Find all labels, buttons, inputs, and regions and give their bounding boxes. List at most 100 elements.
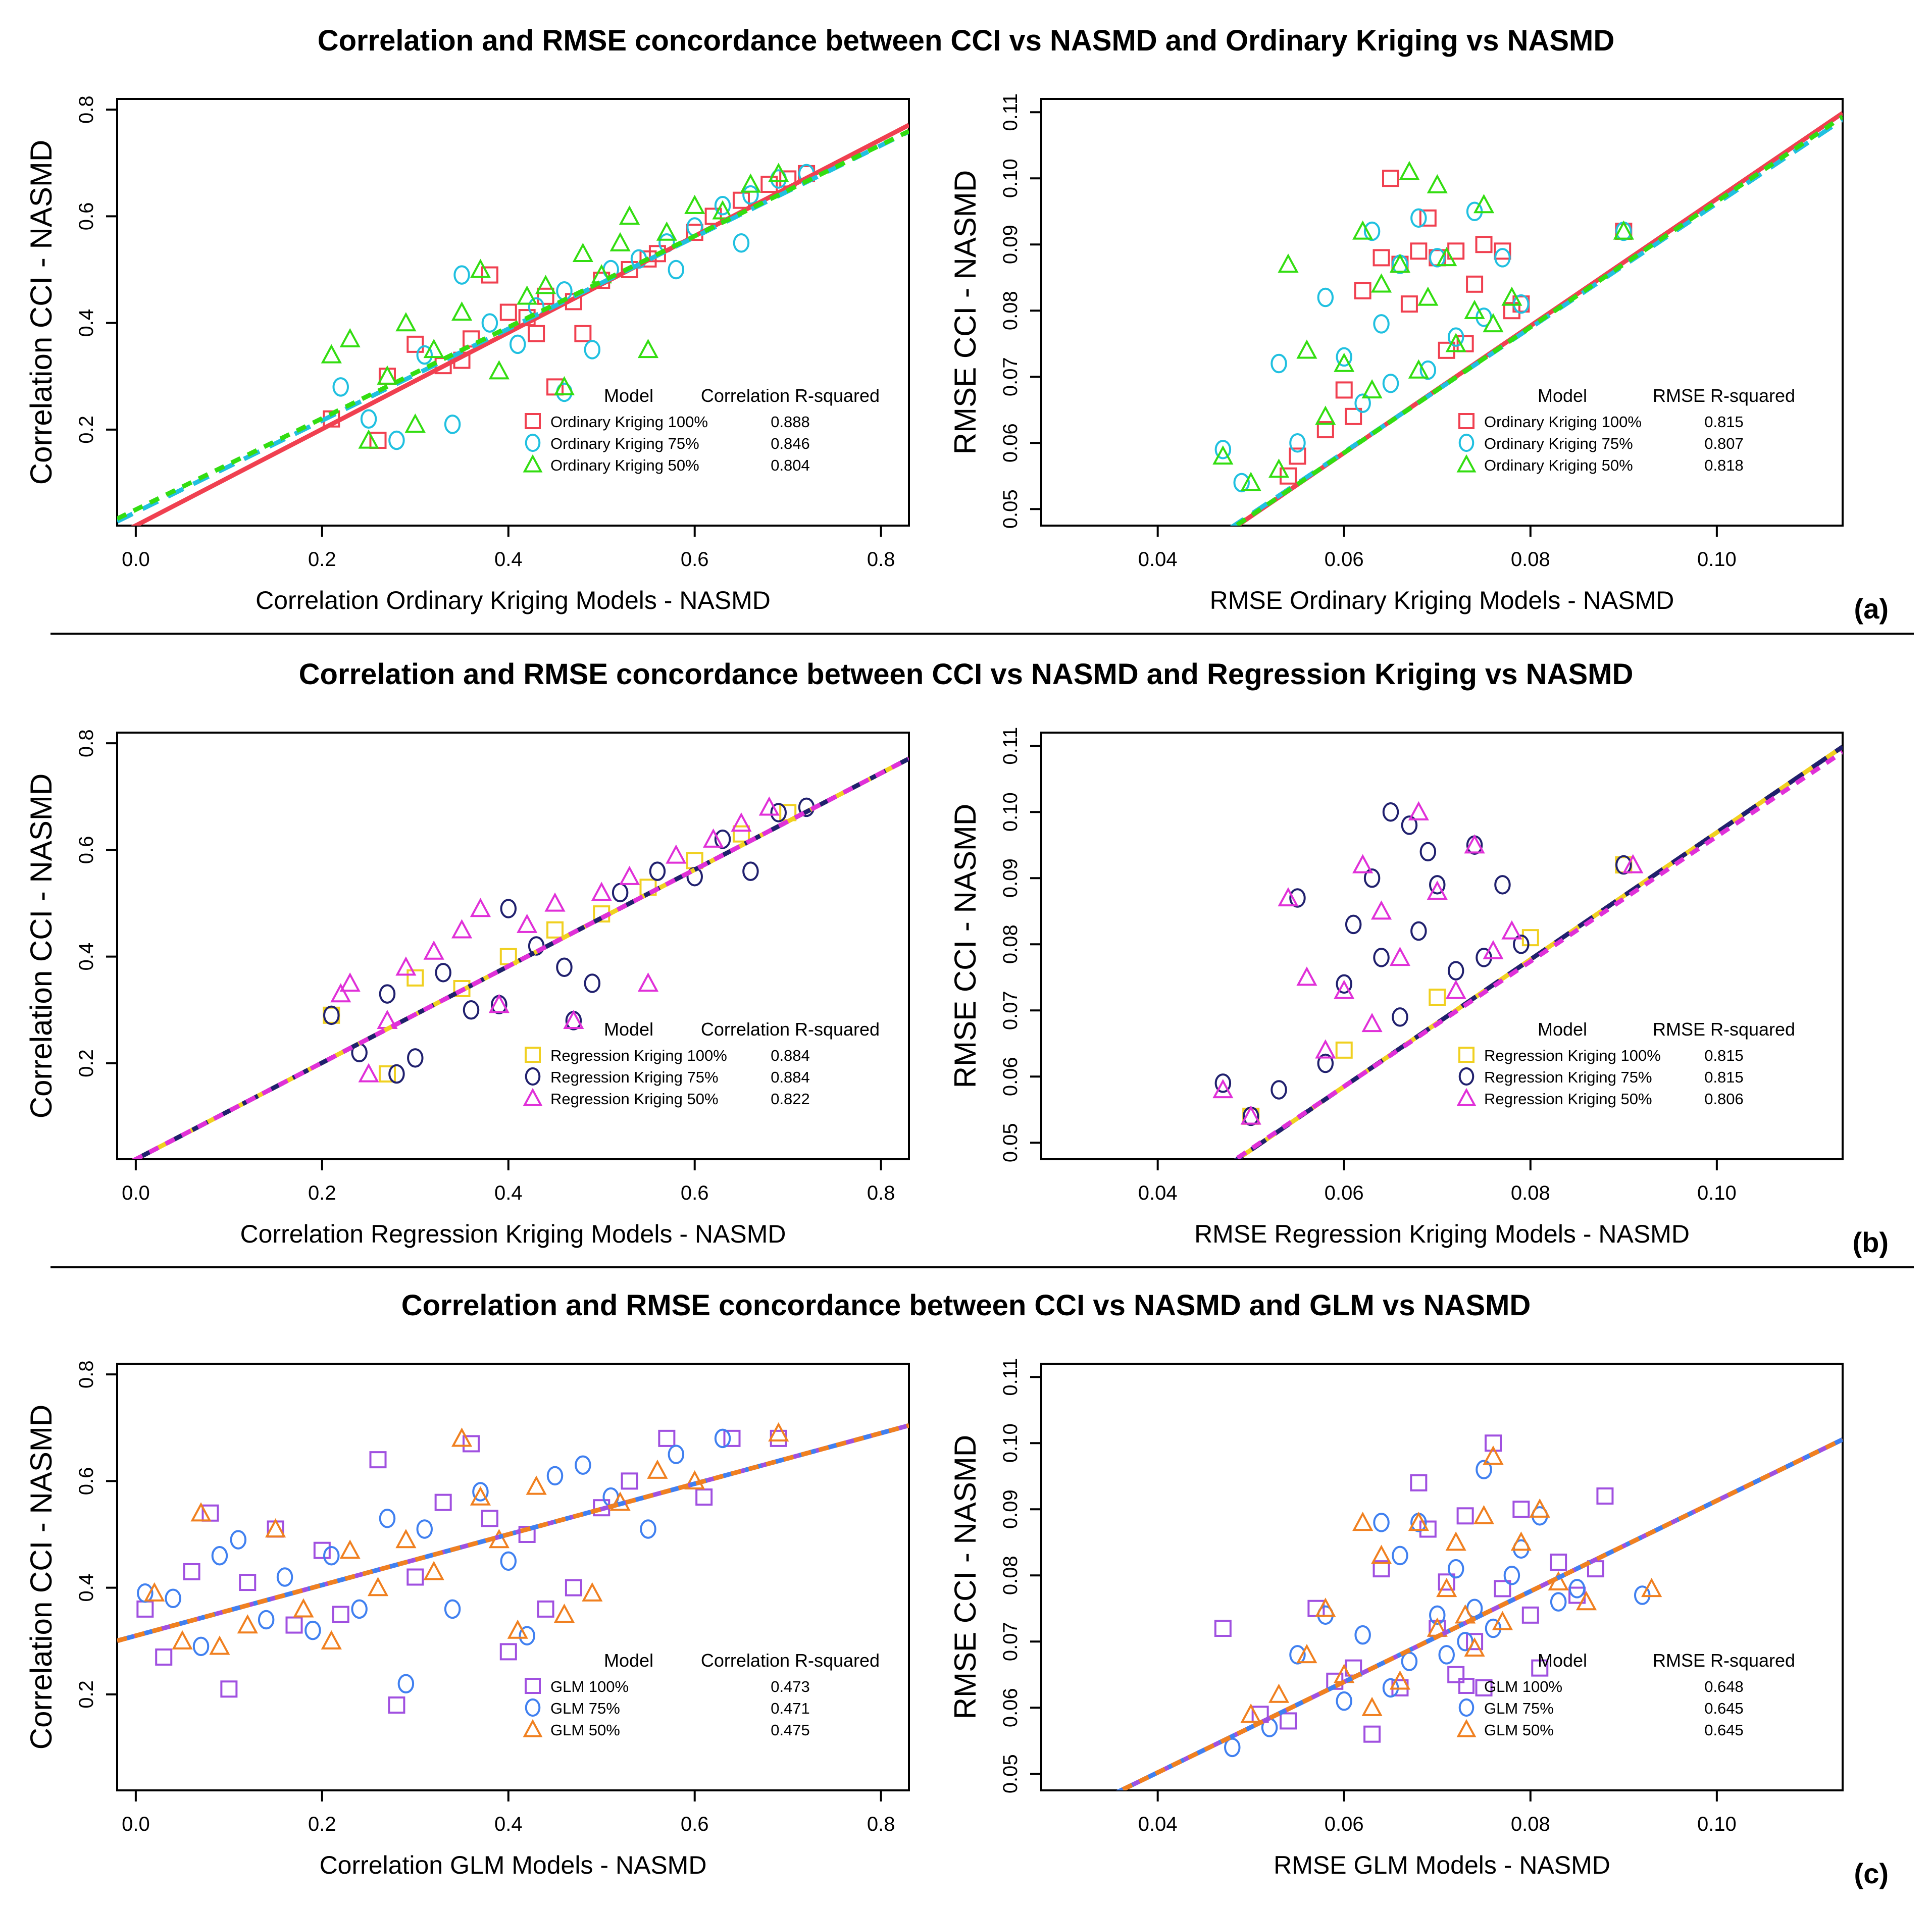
- legend-marker: [525, 1067, 541, 1086]
- data-point: [323, 1546, 340, 1566]
- data-point: [637, 338, 659, 358]
- data-point: [500, 899, 517, 918]
- data-point: [1354, 282, 1371, 299]
- data-point: [1214, 440, 1232, 459]
- fit-line: [131, 756, 909, 1159]
- data-point: [1550, 1592, 1567, 1612]
- y-tick-label: 0.2: [75, 1049, 97, 1077]
- legend-marker: [1458, 1698, 1475, 1717]
- data-point: [584, 340, 601, 359]
- data-point: [339, 1539, 361, 1559]
- legend-marker: [1456, 1719, 1477, 1737]
- x-axis-label: Correlation Regression Kriging Models - …: [240, 1220, 786, 1248]
- data-point: [609, 232, 631, 251]
- legend-title: Model: [1538, 1019, 1587, 1040]
- data-point: [1513, 934, 1530, 954]
- data-point: [1575, 1591, 1597, 1611]
- data-point: [1550, 1554, 1567, 1571]
- data-point: [1389, 1670, 1411, 1690]
- data-point: [1214, 1073, 1232, 1093]
- data-point: [488, 994, 510, 1013]
- data-point: [472, 1482, 489, 1502]
- legend-series-name: Ordinary Kriging 75%: [1484, 435, 1633, 452]
- data-point: [537, 1600, 554, 1618]
- data-point: [136, 1600, 154, 1618]
- x-tick-label: 0.6: [681, 1182, 709, 1204]
- data-point: [770, 803, 787, 822]
- data-point: [526, 1475, 547, 1495]
- legend-series-name: Regression Kriging 50%: [1484, 1090, 1652, 1108]
- data-point: [1466, 275, 1484, 293]
- data-point: [423, 940, 444, 960]
- data-point: [714, 1428, 731, 1449]
- legend-r-squared: 0.473: [771, 1678, 810, 1695]
- data-point: [1240, 472, 1261, 491]
- points-layer: [1212, 161, 1634, 493]
- legend-stat-header: Correlation R-squared: [701, 385, 880, 406]
- data-point: [574, 325, 592, 342]
- data-point: [1436, 246, 1457, 267]
- data-point: [647, 1459, 668, 1479]
- y-tick-label: 0.06: [999, 1688, 1022, 1727]
- data-point: [388, 1064, 405, 1084]
- data-point: [1289, 1645, 1306, 1665]
- legend-marker: [525, 1698, 541, 1717]
- data-point: [544, 892, 566, 912]
- data-point: [1445, 1531, 1466, 1551]
- data-point: [406, 1568, 424, 1586]
- data-point: [703, 828, 724, 848]
- legend-r-squared: 0.822: [771, 1090, 810, 1108]
- data-point: [1316, 421, 1334, 439]
- legend-title: Model: [1538, 1650, 1587, 1671]
- correlation-plot: 0.0 0.2 0.4 0.6 0.8 0.2 0.4 0.6 0.8 Correlation G…: [24, 1360, 910, 1879]
- y-tick-label: 0.06: [999, 423, 1022, 462]
- data-point: [276, 1567, 293, 1587]
- legend-r-squared: 0.471: [771, 1699, 810, 1717]
- data-point: [481, 313, 498, 333]
- data-point: [556, 281, 573, 301]
- x-tick-label: 0.2: [308, 1182, 336, 1204]
- legend-series-name: Regression Kriging 75%: [550, 1068, 719, 1086]
- data-point: [1372, 249, 1390, 267]
- x-tick-label: 0.2: [308, 548, 336, 571]
- y-axis-label: Correlation CCI - NASMD: [24, 1405, 58, 1749]
- data-point: [1289, 888, 1306, 908]
- data-point: [1447, 961, 1464, 981]
- data-point: [358, 1063, 379, 1083]
- legend-marker: [1458, 1047, 1475, 1063]
- correlation-plot: 0.0 0.2 0.4 0.6 0.8 0.2 0.4 0.6 0.8 Correlation O…: [24, 95, 910, 614]
- data-point: [565, 1579, 582, 1596]
- data-point: [1622, 854, 1644, 873]
- data-point: [1401, 1652, 1418, 1671]
- x-tick-label: 0.04: [1138, 548, 1178, 571]
- panel-tag: (b): [1852, 1226, 1889, 1258]
- data-point: [1370, 1544, 1392, 1564]
- data-point: [535, 275, 556, 294]
- data-point: [517, 913, 538, 933]
- data-point: [230, 1530, 247, 1550]
- data-point: [1373, 314, 1390, 334]
- y-tick-label: 0.11: [999, 727, 1022, 765]
- legend-r-squared: 0.846: [771, 435, 810, 452]
- data-point: [1429, 248, 1446, 268]
- data-point: [1429, 989, 1446, 1006]
- data-point: [258, 1610, 275, 1630]
- data-point: [1410, 921, 1427, 941]
- data-point: [1268, 1683, 1290, 1703]
- y-tick-label: 0.10: [999, 159, 1022, 198]
- legend-r-squared: 0.806: [1704, 1090, 1744, 1108]
- data-point: [1354, 1625, 1371, 1645]
- data-point: [1464, 299, 1485, 319]
- data-point: [695, 1488, 713, 1506]
- legend-r-squared: 0.815: [1704, 1068, 1744, 1086]
- data-point: [668, 260, 685, 280]
- data-point: [1345, 914, 1362, 935]
- data-point: [470, 259, 491, 278]
- legend-marker: [525, 433, 541, 452]
- data-point: [1483, 313, 1504, 333]
- y-tick-label: 0.05: [999, 1754, 1022, 1793]
- y-axis-label: Correlation CCI - NASMD: [24, 140, 58, 485]
- points-layer: [1212, 801, 1644, 1126]
- x-tick-label: 0.8: [867, 1182, 895, 1204]
- x-tick-label: 0.4: [494, 1182, 523, 1204]
